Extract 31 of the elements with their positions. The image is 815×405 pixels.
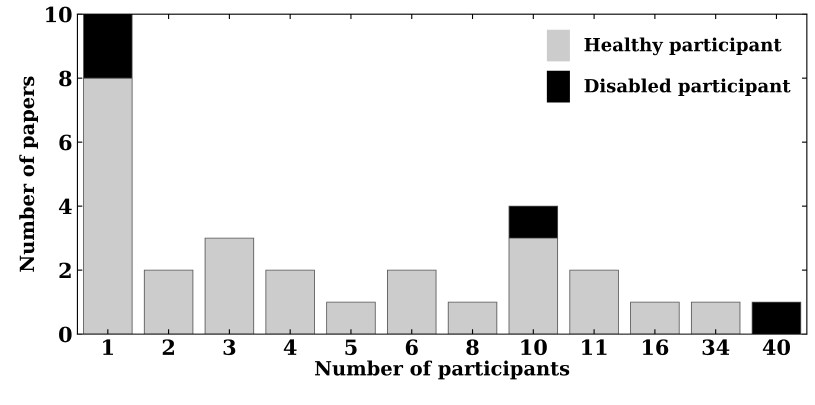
y-tick-label: 10 bbox=[46, 6, 72, 22]
bar bbox=[265, 270, 315, 334]
x-tick-label: 40 bbox=[762, 339, 790, 356]
bar bbox=[326, 302, 376, 334]
x-tick-label: 8 bbox=[466, 339, 479, 356]
bar bbox=[448, 302, 498, 334]
bar bbox=[569, 270, 619, 334]
x-tick-label: 16 bbox=[642, 339, 668, 356]
x-tick-label: 5 bbox=[345, 340, 357, 356]
x-tick-label: 3 bbox=[224, 339, 236, 356]
x-tick-label: 1 bbox=[103, 339, 113, 355]
legend-label: Disabled participant bbox=[584, 78, 791, 96]
y-tick-label: 8 bbox=[59, 70, 72, 86]
y-tick-label: 6 bbox=[59, 134, 72, 150]
legend-label: Healthy participant bbox=[584, 37, 782, 56]
x-tick-label: 6 bbox=[406, 339, 418, 356]
x-axis-title: Number of participants bbox=[315, 360, 570, 380]
bar bbox=[204, 238, 254, 334]
bar bbox=[144, 270, 194, 334]
x-tick-label: 11 bbox=[582, 339, 607, 355]
x-tick-label: 4 bbox=[284, 339, 297, 355]
x-tick-label: 10 bbox=[521, 339, 547, 356]
bar bbox=[630, 302, 680, 334]
bar bbox=[690, 302, 740, 334]
x-tick-label: 34 bbox=[702, 339, 730, 356]
x-tick-label: 2 bbox=[162, 339, 174, 355]
y-tick-label: 2 bbox=[59, 262, 71, 278]
y-tick-label: 0 bbox=[59, 326, 72, 342]
y-axis-title: Number of papers bbox=[19, 76, 38, 272]
bar bbox=[387, 270, 436, 334]
y-tick-label: 4 bbox=[58, 198, 72, 214]
